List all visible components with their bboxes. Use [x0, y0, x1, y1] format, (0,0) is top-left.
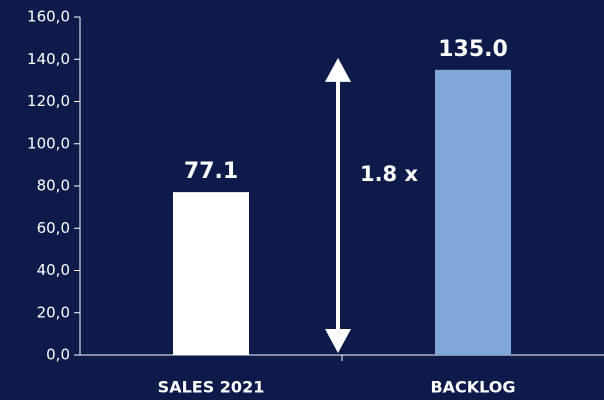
value-label: 77.1 [184, 159, 238, 184]
y-tick-label: 60,0 [37, 219, 70, 237]
y-tick-label: 140,0 [27, 50, 70, 68]
arrow-head-up [325, 57, 351, 82]
annotation: 1.8 x [360, 162, 419, 186]
y-tick-label: 40,0 [37, 261, 70, 279]
bar [435, 69, 511, 355]
y-tick-label: 160,0 [27, 8, 70, 26]
y-tick-label: 100,0 [27, 134, 70, 152]
value-label: 135.0 [438, 37, 508, 62]
y-tick-label: 0,0 [46, 346, 70, 364]
y-tick-label: 20,0 [37, 303, 70, 321]
x-tick-label: SALES 2021 [158, 378, 265, 397]
y-tick-label: 120,0 [27, 92, 70, 110]
arrow-head-down [325, 329, 351, 353]
x-tick-label: BACKLOG [430, 378, 515, 397]
y-tick-label: 80,0 [37, 177, 70, 195]
bar [173, 192, 249, 355]
